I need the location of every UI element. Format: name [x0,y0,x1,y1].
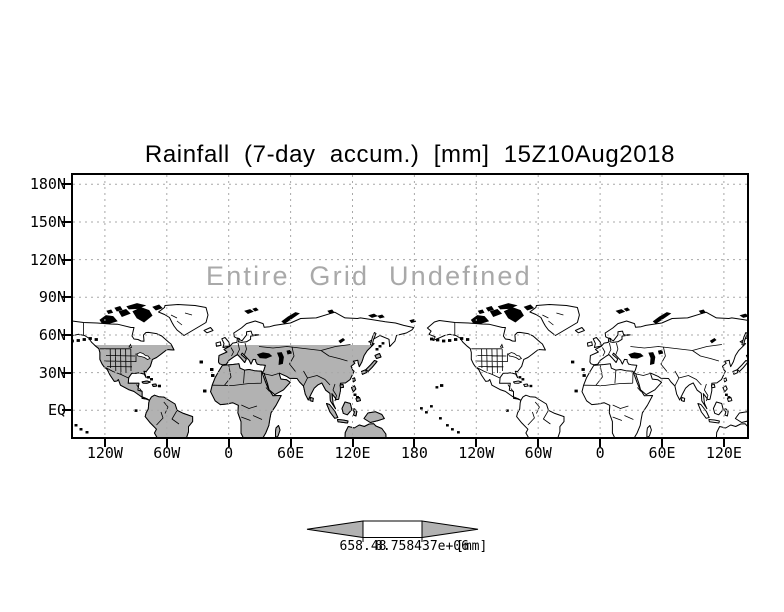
y-axis-tick [62,220,72,223]
x-axis-label: 60E [277,444,305,462]
map-frame [71,173,749,439]
y-axis-tick [62,409,72,412]
x-axis-tick [289,438,292,447]
x-axis-label: 0 [224,444,234,462]
x-axis-tick [599,438,602,447]
y-axis-label: 120N [29,250,66,269]
x-axis-label: 120E [705,444,742,462]
y-axis-label: EQ [47,401,66,420]
colorbar [306,520,479,542]
plot-title: Rainfall (7-day accum.) [mm] 15Z10Aug201… [144,141,676,168]
world-map [73,175,747,437]
y-axis-tick [62,296,72,299]
undefined-grid-message: Entire Grid Undefined [206,261,532,291]
world-copy-left [73,303,416,437]
x-axis-tick [165,438,168,447]
y-axis-tick [62,371,72,374]
x-axis-label: 60E [648,444,676,462]
colorbar-left-arrow [306,520,364,539]
x-axis-label: 60W [524,444,552,462]
world-copy-right [419,303,747,437]
x-axis-label: 120W [458,444,495,462]
x-axis-tick [103,438,106,447]
y-axis-tick [62,333,72,336]
colorbar-right-arrow [421,520,479,539]
x-axis-label: 60W [153,444,181,462]
x-axis-tick [351,438,354,447]
x-axis-label: 120W [86,444,123,462]
x-axis-tick [661,438,663,447]
y-axis-tick [62,183,72,186]
y-axis-tick [62,258,72,261]
colorbar-unit-label: [mm] [456,539,488,554]
x-axis-label: 0 [595,444,605,462]
x-axis-label: 120E [334,444,371,462]
x-axis-tick [227,438,230,447]
x-axis-tick [537,438,540,447]
x-axis-tick [413,438,416,447]
colorbar-label-left: 658.48 [339,539,387,554]
y-axis-label: 60N [38,325,66,344]
y-axis-label: 150N [29,212,66,231]
gridlines [73,175,747,437]
x-axis-tick [475,438,478,447]
colorbar-label-right: 8.758437e+06 [375,539,469,554]
x-axis-tick [722,438,725,447]
colorbar-mid-segment [362,520,423,538]
y-axis-label: 30N [38,363,66,382]
x-axis-label: 180 [400,444,428,462]
y-axis-label: 180N [29,175,66,194]
y-axis-label: 90N [38,288,66,307]
